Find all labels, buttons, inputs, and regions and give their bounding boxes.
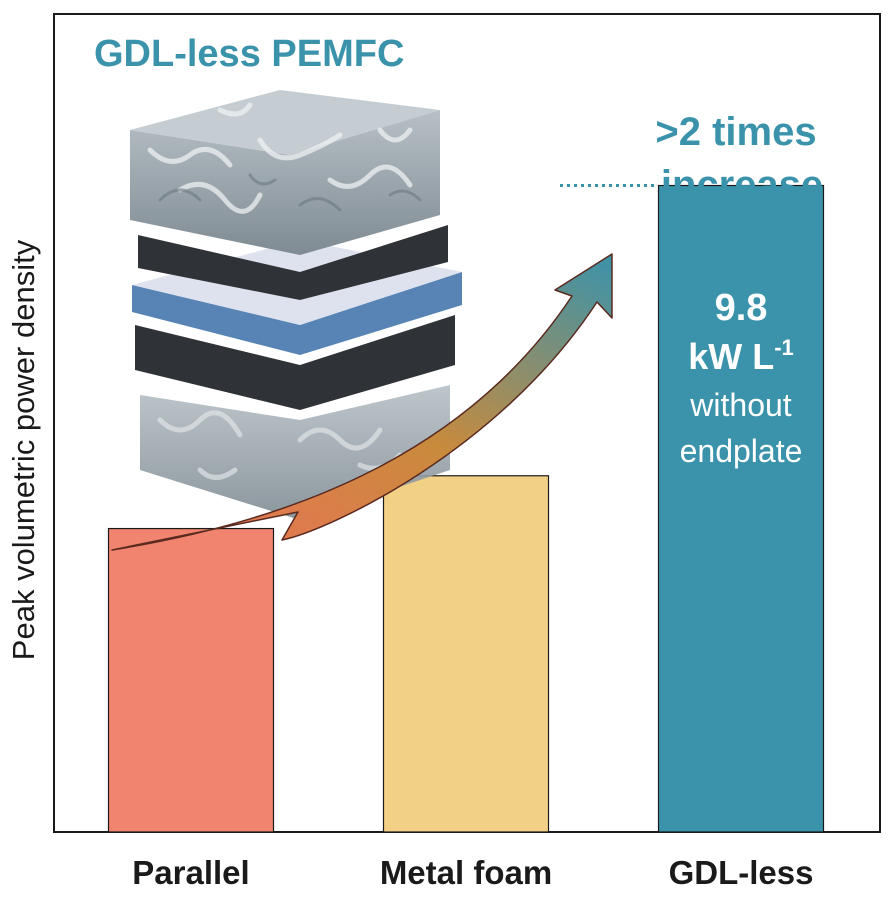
bar-note-line1: without bbox=[689, 387, 792, 423]
x-tick-label: Metal foam bbox=[380, 854, 552, 891]
chart-title: GDL-less PEMFC bbox=[94, 33, 404, 75]
growth-arrow bbox=[111, 253, 613, 551]
x-tick-labels: Parallel Metal foam GDL-less bbox=[132, 854, 813, 891]
bar-parallel bbox=[107, 527, 275, 833]
annotation-line2: increase bbox=[661, 163, 823, 207]
lower-carbon-layer bbox=[135, 315, 455, 410]
annotation-line1: >2 times bbox=[655, 110, 816, 154]
bars-group bbox=[107, 184, 825, 833]
bar-unit-sup: -1 bbox=[774, 335, 794, 360]
bar-note-line2: endplate bbox=[680, 433, 803, 469]
bar-value-label: 9.8 bbox=[715, 287, 768, 329]
top-foam-layer bbox=[130, 90, 440, 255]
bar-gdl-less bbox=[657, 184, 825, 833]
upper-carbon-layer bbox=[138, 225, 448, 300]
bar-unit-base: kW L bbox=[688, 336, 774, 377]
bar-metal-foam bbox=[382, 475, 550, 833]
x-tick-label: Parallel bbox=[132, 854, 249, 891]
membrane-layer bbox=[132, 272, 462, 355]
x-tick-label: GDL-less bbox=[669, 854, 814, 891]
bar-unit-label: kW L-1 bbox=[688, 335, 794, 377]
y-axis-label: Peak volumetric power density bbox=[6, 239, 41, 660]
